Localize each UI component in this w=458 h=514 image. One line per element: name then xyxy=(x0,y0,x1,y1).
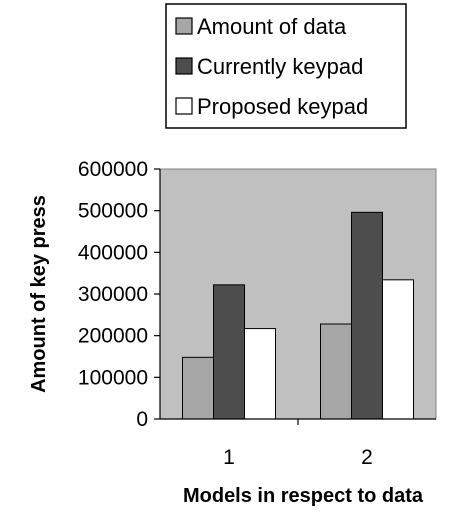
bar xyxy=(382,279,414,420)
bar xyxy=(182,356,214,420)
y-tick-label: 400000 xyxy=(78,241,148,264)
legend: Amount of data Currently keypad Proposed k… xyxy=(165,3,407,129)
x-tick-label: 2 xyxy=(361,446,373,469)
y-axis-title: Amount of key press xyxy=(28,195,50,393)
y-tick-label: 500000 xyxy=(78,200,148,223)
legend-label: Proposed keypad xyxy=(197,94,368,119)
legend-box xyxy=(165,3,407,129)
x-axis-title: Models in respect to data xyxy=(183,485,424,507)
legend-swatch xyxy=(175,97,193,115)
bar xyxy=(320,323,352,420)
y-tick-label: 0 xyxy=(136,408,148,431)
bar xyxy=(244,328,276,420)
y-tick-label: 200000 xyxy=(78,325,148,348)
legend-label: Amount of data xyxy=(197,14,347,39)
legend-label: Currently keypad xyxy=(197,54,363,79)
x-tick-label: 1 xyxy=(223,446,235,469)
legend-swatch xyxy=(175,57,193,75)
y-tick-label: 100000 xyxy=(78,366,148,389)
bar xyxy=(351,211,383,420)
y-tick-label: 600000 xyxy=(78,158,148,181)
y-tick-label: 300000 xyxy=(78,283,148,306)
legend-swatch xyxy=(175,17,193,35)
bar xyxy=(213,284,245,420)
